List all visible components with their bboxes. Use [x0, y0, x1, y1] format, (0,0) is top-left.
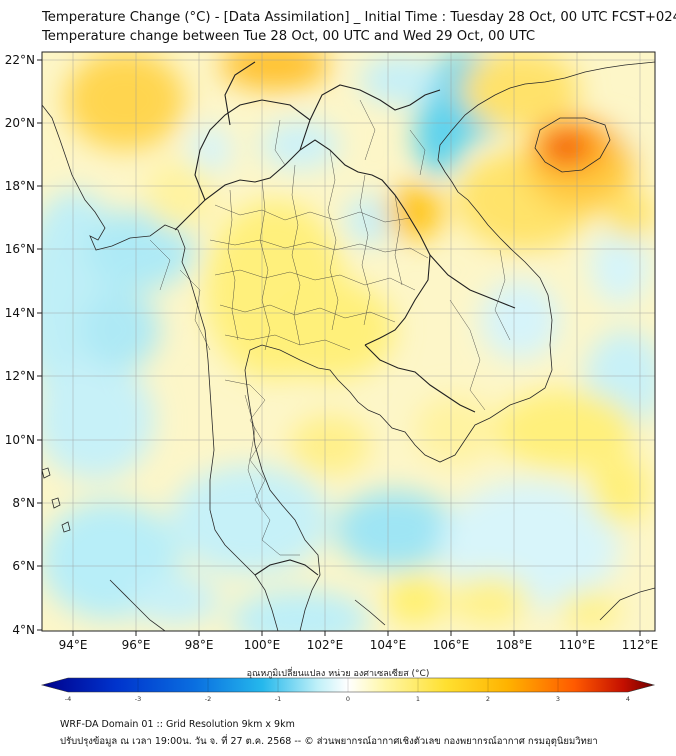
chart-subtitle: Temperature change between Tue 28 Oct, 0…: [42, 29, 536, 44]
colorbar-tick: 4: [626, 695, 630, 703]
lat-label: 14°N: [5, 306, 35, 320]
colorbar-tick: -2: [205, 695, 211, 703]
country-borders: [174, 61, 516, 576]
footer-domain-info: WRF-DA Domain 01 :: Grid Resolution 9km …: [60, 719, 295, 730]
lat-label: 18°N: [5, 179, 35, 193]
colorbar-tick: -1: [275, 695, 281, 703]
lat-label: 22°N: [5, 53, 35, 67]
lon-label: 108°E: [496, 638, 533, 652]
lon-label: 102°E: [307, 638, 344, 652]
colorbar-tick: 2: [486, 695, 490, 703]
footer-update-info: ปรับปรุงข้อมูล ณ เวลา 19:00น. วัน จ. ที่…: [60, 736, 598, 747]
lon-label: 106°E: [433, 638, 470, 652]
colorbar-tick: 1: [416, 695, 420, 703]
lon-label: 98°E: [185, 638, 214, 652]
lon-label: 104°E: [370, 638, 407, 652]
coastline: [42, 61, 655, 631]
colorbar: [40, 677, 656, 693]
colorbar-tick: -3: [135, 695, 141, 703]
lat-label: 16°N: [5, 242, 35, 256]
colorbar-gradient: [40, 677, 656, 693]
map-frame: [41, 51, 656, 632]
lat-label: 12°N: [5, 369, 35, 383]
lon-label: 100°E: [244, 638, 281, 652]
lat-label: 8°N: [12, 496, 35, 510]
lon-label: 110°E: [559, 638, 596, 652]
lon-label: 112°E: [622, 638, 659, 652]
lat-label: 20°N: [5, 116, 35, 130]
lon-label: 96°E: [122, 638, 151, 652]
temperature-field: [42, 52, 655, 631]
colorbar-label: อุณหภูมิเปลี่ยนแปลง หน่วย องศาเซลเซียส (…: [246, 669, 430, 679]
lat-label: 4°N: [12, 623, 35, 637]
chart-title: Temperature Change (°C) - [Data Assimila…: [42, 10, 676, 25]
lat-label: 6°N: [12, 559, 35, 573]
colorbar-divisions: [137, 678, 559, 692]
colorbar-tick: 0: [346, 695, 350, 703]
lon-label: 94°E: [59, 638, 88, 652]
colorbar-tick: 3: [556, 695, 560, 703]
lat-label: 10°N: [5, 433, 35, 447]
province-boundaries: [149, 99, 511, 556]
colorbar-tick: -4: [65, 695, 71, 703]
